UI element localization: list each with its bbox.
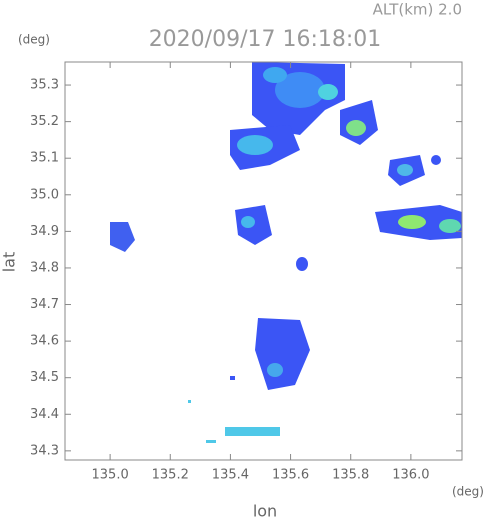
y-tick-label: 34.4: [30, 407, 59, 422]
y-tick-label: 34.7: [30, 297, 59, 312]
x-tick-label: 135.2: [152, 468, 189, 483]
y-label: lat: [0, 252, 19, 273]
y-tick-label: 34.3: [30, 443, 59, 458]
y-tick-label: 35.3: [30, 78, 59, 93]
y-tick-label: 34.5: [30, 370, 59, 385]
y-tick-label: 35.0: [30, 187, 59, 202]
x-label: lon: [253, 502, 277, 521]
x-tick-label: 135.4: [212, 468, 249, 483]
subtitle: ALT(km) 2.0: [373, 1, 462, 19]
y-unit: (deg): [18, 33, 50, 47]
radar-echoes: [110, 62, 462, 443]
y-tick-label: 34.9: [30, 224, 59, 239]
y-tick-label: 34.8: [30, 260, 59, 275]
x-tick-label: 135.8: [332, 468, 369, 483]
y-tick-label: 35.2: [30, 114, 59, 129]
y-tick-label: 34.6: [30, 334, 59, 349]
x-tick-label: 135.0: [92, 468, 129, 483]
chart-title: 2020/09/17 16:18:01: [149, 27, 382, 52]
y-tick-label: 35.1: [30, 151, 59, 166]
plot-frame: [64, 61, 463, 461]
x-tick-label: 136.0: [392, 468, 429, 483]
x-unit: (deg): [452, 485, 484, 499]
x-tick-label: 135.6: [272, 468, 309, 483]
